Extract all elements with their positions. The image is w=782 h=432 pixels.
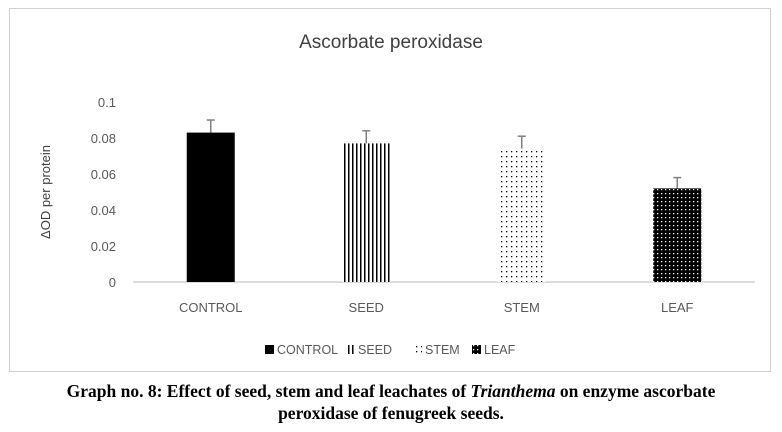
chart-title: Ascorbate peroxidase xyxy=(299,32,483,53)
legend-label: STEM xyxy=(425,343,460,357)
figure-caption-line2: peroxidase of fenugreek seeds. xyxy=(278,403,504,423)
legend-label: SEED xyxy=(358,343,392,357)
caption-italic: Trianthema xyxy=(470,381,556,401)
figure-caption-line1: Graph no. 8: Effect of seed, stem and le… xyxy=(0,381,782,402)
y-tick-label: 0 xyxy=(109,275,116,290)
y-tick-label: 0.06 xyxy=(91,167,116,182)
caption-suffix: on enzyme ascorbate xyxy=(555,381,716,401)
x-tick-label: CONTROL xyxy=(179,300,243,315)
bar-leaf xyxy=(653,188,702,282)
legend-label: LEAF xyxy=(484,343,516,357)
bar-seed xyxy=(342,143,391,282)
legend-label: CONTROL xyxy=(277,343,338,357)
legend-swatch xyxy=(346,345,355,354)
legend-swatch xyxy=(472,345,481,354)
bar-chart: Ascorbate peroxidase ΔOD per protein 0 0.… xyxy=(38,32,755,357)
legend-swatch xyxy=(413,345,422,354)
y-tick-label: 0.02 xyxy=(91,239,116,254)
x-tick-label: LEAF xyxy=(661,300,694,315)
caption-prefix: Graph no. 8: Effect of seed, stem and le… xyxy=(66,381,471,401)
bar-stem xyxy=(497,148,546,282)
y-tick-label: 0.04 xyxy=(91,203,116,218)
y-tick-label: 0.08 xyxy=(91,131,116,146)
chart-frame xyxy=(9,8,771,372)
legend-swatch xyxy=(265,345,274,354)
x-tick-label: STEM xyxy=(504,300,540,315)
bar-control xyxy=(186,132,235,282)
y-tick-label: 0.1 xyxy=(98,95,116,110)
x-tick-label: SEED xyxy=(349,300,384,315)
y-axis-label: ΔOD per protein xyxy=(38,145,53,239)
